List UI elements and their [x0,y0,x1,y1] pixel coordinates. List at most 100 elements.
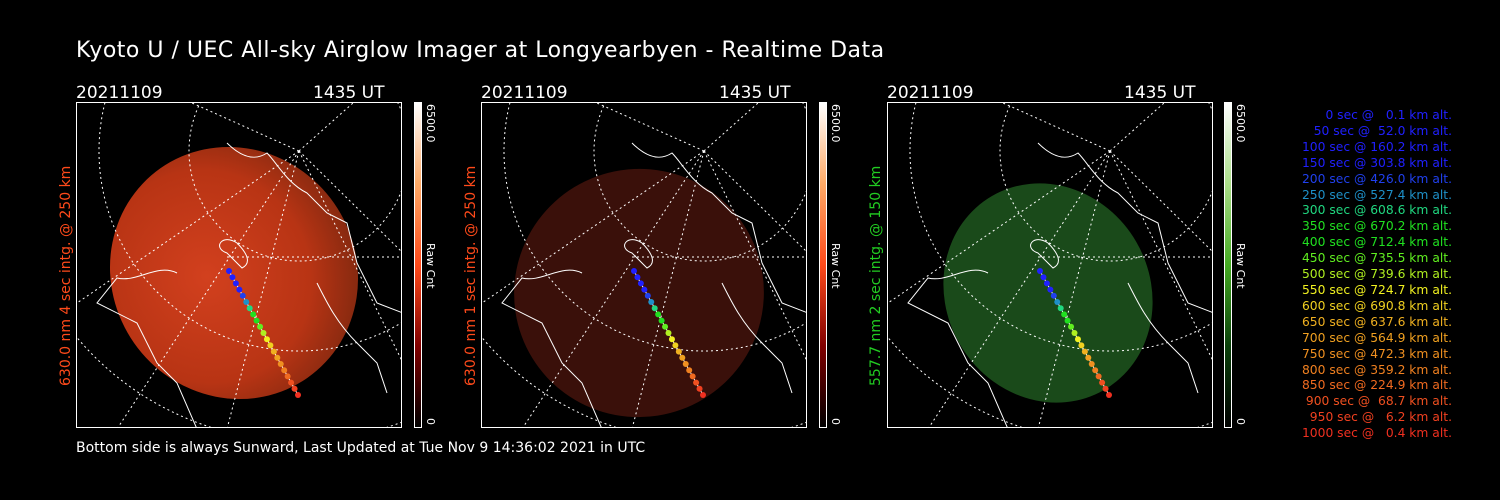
track-point [1095,373,1102,380]
legend-item: 300 sec @ 608.6 km alt. [1301,203,1452,218]
track-point [243,299,250,305]
panel-1-colorbar-min: 0 [424,418,437,425]
legend-item: 800 sec @ 359.2 km alt. [1301,362,1452,377]
track-point [675,348,682,355]
track-point [1064,317,1071,324]
track-point [288,379,295,386]
track-point [689,373,696,380]
track-point [1106,392,1112,398]
panel-2-image [481,102,807,428]
panel-1-colorbar-max: 6500.0 [424,104,437,143]
legend-item: 500 sec @ 739.6 km alt. [1301,267,1452,282]
legend-item: 550 sec @ 724.7 km alt. [1301,282,1452,297]
track-point [1037,268,1043,274]
footer-note: Bottom side is always Sunward, Last Upda… [76,440,646,456]
track-point [291,385,298,392]
legend-item: 700 sec @ 564.9 km alt. [1301,330,1452,345]
track-point [1061,311,1068,318]
legend-item: 100 sec @ 160.2 km alt. [1301,139,1452,154]
track-point [668,336,675,343]
track-point [250,311,257,318]
track-point [679,354,686,361]
panel-3-label: 557.7 nm 2 sec intg. @ 150 km [868,165,884,386]
track-point [253,317,260,324]
track-point [1085,354,1092,361]
legend-item: 850 sec @ 224.9 km alt. [1301,378,1452,393]
panel-1-colorbar-unit: Raw Cnt [424,243,437,289]
track-point [1088,361,1095,367]
track-point [1092,367,1099,374]
panel-2-label: 630.0 nm 1 sec intg. @ 250 km [463,165,479,386]
track-point [257,323,264,330]
track-point [260,330,267,336]
track-point [281,367,288,374]
track-point [634,274,641,281]
track-point [270,348,277,355]
legend-item: 650 sec @ 637.6 km alt. [1301,314,1452,329]
track-point [263,336,270,343]
track-point [1068,323,1075,330]
track-point [1057,305,1064,312]
panel-1-image [76,102,402,428]
panel-1-time: 1435 UT [313,83,385,103]
legend-item: 1000 sec @ 0.4 km alt. [1301,426,1452,441]
page-title: Kyoto U / UEC All-sky Airglow Imager at … [76,38,885,63]
track-point [1078,342,1085,349]
track-point [226,268,232,274]
track-point [648,299,655,305]
panel-3-colorbar-unit: Raw Cnt [1234,243,1247,289]
track-point [1043,280,1050,287]
track-point [631,268,637,274]
legend-item: 50 sec @ 52.0 km alt. [1313,123,1452,138]
legend-item: 200 sec @ 426.0 km alt. [1301,171,1452,186]
track-point [693,379,700,386]
panel-2-colorbar-min: 0 [829,418,842,425]
track-point [1102,385,1109,392]
panel-3-colorbar-max: 6500.0 [1234,104,1247,143]
track-point [1099,379,1106,386]
track-point [1071,330,1078,336]
track-point [295,392,301,398]
altitude-legend: 0 sec @ 0.1 km alt. 50 sec @ 52.0 km alt.… [1262,108,1452,442]
panel-2-date: 20211109 [481,83,568,103]
panel-1-label: 630.0 nm 4 sec intg. @ 250 km [58,165,74,386]
legend-item: 450 sec @ 735.5 km alt. [1301,251,1452,266]
track-point [696,385,703,392]
legend-item: 600 sec @ 690.8 km alt. [1301,298,1452,313]
legend-item: 250 sec @ 527.4 km alt. [1301,187,1452,202]
track-point [1081,348,1088,355]
track-point [236,286,243,293]
track-point [655,311,662,318]
panel-1-colorbar [414,102,422,428]
legend-item: 0 sec @ 0.1 km alt. [1325,108,1452,122]
track-point [686,367,693,374]
track-point [232,280,239,287]
legend-item: 350 sec @ 670.2 km alt. [1301,219,1452,234]
panel-3-colorbar [1224,102,1232,428]
panel-2-colorbar [819,102,827,428]
track-point [644,292,651,299]
track-point [267,342,274,349]
track-point [239,292,246,299]
track-point [658,317,665,324]
track-point [1054,299,1061,305]
track-point [682,361,689,367]
panel-3-time: 1435 UT [1124,83,1196,103]
legend-item: 750 sec @ 472.3 km alt. [1301,346,1452,361]
track-point [1074,336,1081,343]
track-point [1047,286,1054,293]
track-point [637,280,644,287]
track-point [246,305,253,312]
panel-2-colorbar-unit: Raw Cnt [829,243,842,289]
track-point [277,361,284,367]
track-point [665,330,672,336]
legend-item: 950 sec @ 6.2 km alt. [1309,410,1452,425]
legend-item: 400 sec @ 712.4 km alt. [1301,235,1452,250]
legend-item: 900 sec @ 68.7 km alt. [1305,394,1452,409]
track-point [274,354,281,361]
panel-3-colorbar-min: 0 [1234,418,1247,425]
track-point [651,305,658,312]
panel-2-colorbar-max: 6500.0 [829,104,842,143]
panel-1-date: 20211109 [76,83,163,103]
track-point [1050,292,1057,299]
